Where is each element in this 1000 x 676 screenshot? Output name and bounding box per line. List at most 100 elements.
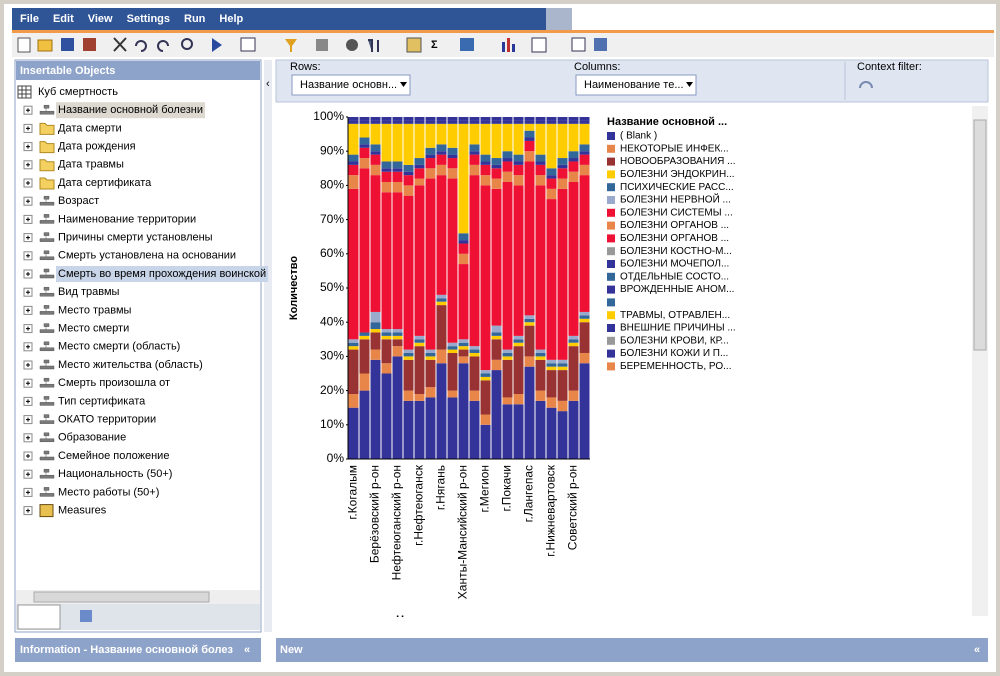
icon[interactable] [113,37,127,52]
expander-plus[interactable] [26,326,30,331]
tab-icon[interactable] [80,610,92,622]
tree-label[interactable]: Дата рождения [58,141,136,153]
expander-plus[interactable] [26,490,30,495]
expander-plus[interactable] [26,162,30,167]
icon[interactable] [316,39,328,51]
expander-plus[interactable] [26,435,30,440]
columns-value[interactable]: Наименование те... [584,79,684,91]
expander-plus[interactable] [26,181,30,185]
v-thumb[interactable] [973,119,987,351]
tree-label[interactable]: Смерть установлена на основании [58,250,236,262]
tab[interactable] [17,604,61,630]
bar-segment [458,342,469,347]
icon[interactable] [507,38,510,52]
expander-plus[interactable] [26,381,30,386]
tree-label[interactable]: Наименование территории [58,213,196,225]
expander-plus[interactable] [26,417,30,422]
expander-plus[interactable] [26,472,30,477]
expander-plus[interactable] [26,144,30,149]
rows-value[interactable]: Название основн... [300,79,397,91]
tree-label[interactable]: Образование [58,432,126,444]
icon[interactable] [460,38,474,51]
icon[interactable] [502,42,505,52]
tree-label[interactable]: Тип сертификата [58,395,146,407]
icon[interactable] [531,37,547,53]
tree-label[interactable]: Место жительства (область) [58,359,203,371]
icon[interactable] [135,40,147,52]
menu-item[interactable]: File [20,13,39,25]
expander-plus[interactable] [26,308,30,313]
filter-icon[interactable] [859,81,873,89]
expander-plus[interactable] [26,363,30,367]
expander-plus[interactable] [26,508,30,513]
splitter-arrow[interactable]: ‹ [266,78,270,90]
legend-swatch [607,247,615,256]
expander-plus[interactable] [26,199,30,204]
tree-label[interactable]: Место работы (50+) [58,486,159,498]
dimension-icon [39,341,55,352]
columns-drop[interactable] [575,74,697,96]
expander-plus[interactable] [26,108,30,113]
bar-segment [381,373,392,459]
tree-label[interactable]: Название основной болезни [58,104,203,116]
splitter[interactable] [264,60,272,632]
icon[interactable] [406,37,422,53]
tree-label[interactable]: Национальность (50+) [58,468,172,480]
menu-item[interactable]: Edit [53,13,74,25]
dropdown-arrow[interactable] [400,82,407,87]
icon[interactable] [346,39,358,51]
menu-item[interactable]: Run [184,13,206,25]
tree-label[interactable]: Семейное положение [58,450,169,462]
tree-label[interactable]: Возраст [58,195,99,207]
icon[interactable] [61,38,74,51]
tree-label[interactable]: Куб смертность [38,86,118,98]
tree-label[interactable]: Measures [58,505,107,517]
tree-label[interactable]: Место смерти [58,323,129,335]
expander-plus[interactable] [26,217,30,222]
toolbar-icons[interactable]: Σ [17,37,607,53]
tree-label[interactable]: Вид травмы [58,286,120,298]
expander-plus[interactable] [26,272,30,276]
expander-plus[interactable] [26,253,30,258]
tree-label[interactable]: Смерть во время прохождения воинской [58,268,266,280]
expander-plus[interactable] [26,399,30,404]
icon[interactable] [571,37,586,52]
icon[interactable] [17,37,31,53]
icon[interactable] [83,38,96,51]
icon[interactable] [240,37,256,52]
tree-label[interactable]: Место травмы [58,304,132,316]
expander-plus[interactable] [26,126,30,131]
icon[interactable] [181,38,193,50]
icon[interactable]: Σ [431,39,438,51]
expander-plus[interactable] [26,344,30,349]
dropdown-arrow[interactable] [686,82,693,87]
icon[interactable] [212,38,222,52]
menu-item[interactable]: Help [219,13,243,25]
icon[interactable] [37,39,53,52]
tree-label[interactable]: Дата смерти [58,122,122,134]
tree-label[interactable]: Место смерти (область) [58,341,180,353]
menu-item[interactable]: Settings [127,13,170,25]
h-thumb[interactable] [33,591,210,603]
icon[interactable] [285,39,297,52]
expander-plus[interactable] [26,290,30,295]
icon[interactable] [157,40,169,52]
bar-segment [348,346,359,350]
rows-drop[interactable] [291,74,411,96]
tree-label[interactable]: Дата сертификата [58,177,152,189]
expander-plus[interactable] [26,235,30,240]
icon[interactable] [512,44,515,52]
y-tick-label: 90% [320,143,344,157]
menu-item[interactable]: View [88,13,113,25]
collapse[interactable]: « [244,644,250,656]
tree-label[interactable]: Смерть произошла от [58,377,170,389]
icon[interactable] [368,39,379,52]
bar-segment [381,335,392,340]
bar-segment [403,171,414,176]
tree-label[interactable]: Причины смерти установлены [58,232,213,244]
tree-label[interactable]: Дата травмы [58,159,124,171]
expander-plus[interactable] [26,454,30,458]
tree-label[interactable]: ОКАТО территории [58,414,156,426]
icon[interactable] [594,38,607,51]
collapse[interactable]: « [974,644,980,656]
